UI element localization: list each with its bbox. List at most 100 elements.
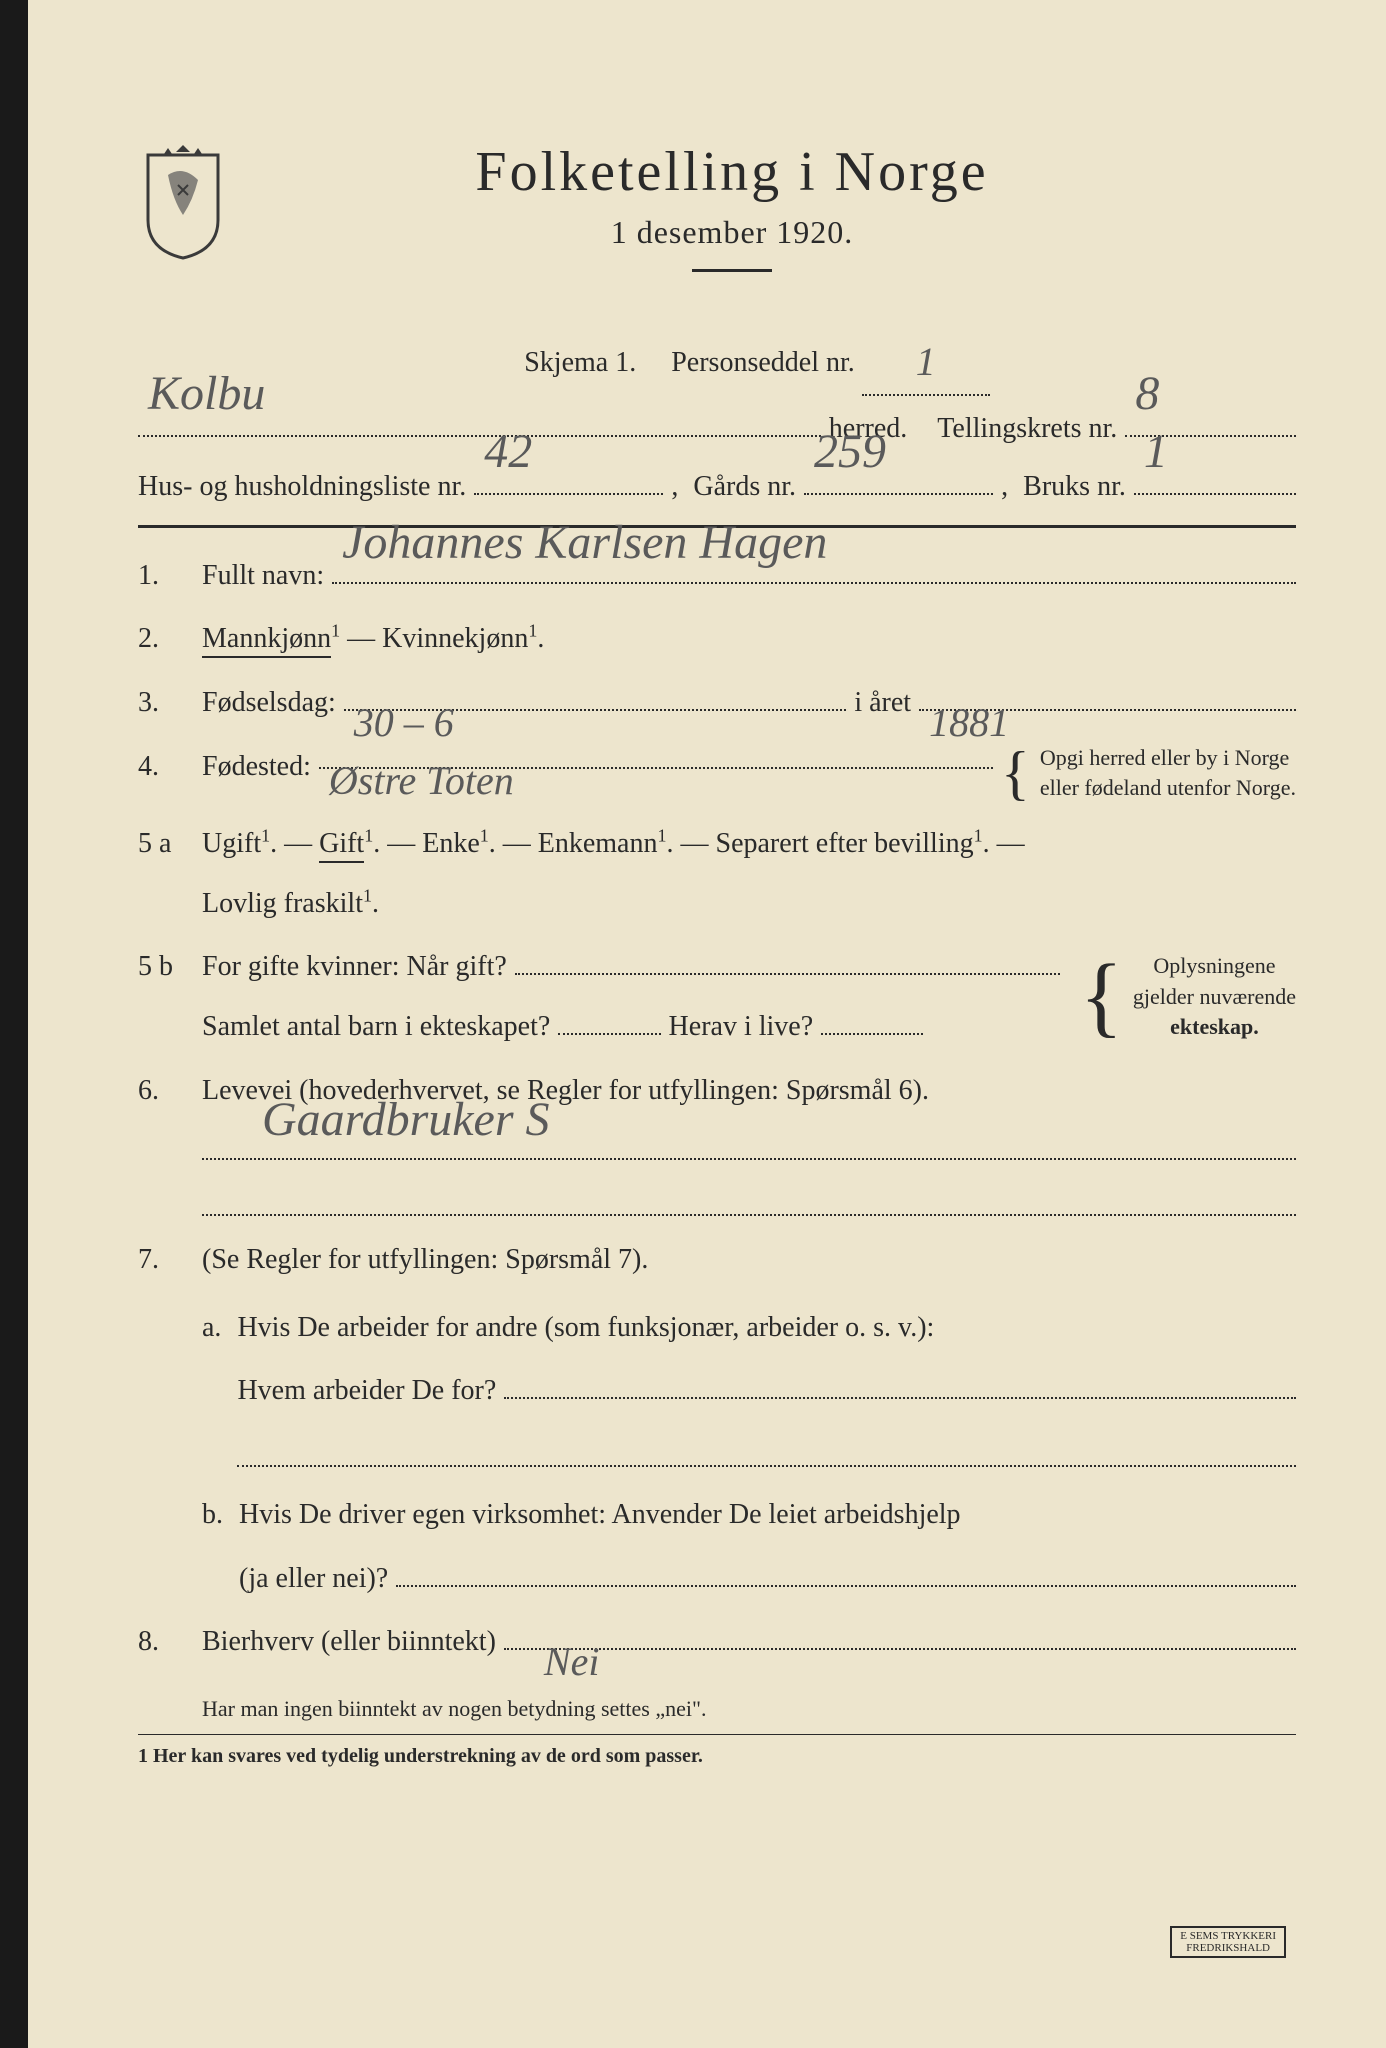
skjema-line: Skjema 1. Personseddel nr. 1	[138, 322, 1296, 396]
q3-row: 3. Fødselsdag: 30 – 6 i året 1881	[138, 679, 1296, 727]
q2-row: 2. Mannkjønn1 — Kvinnekjønn1.	[138, 615, 1296, 663]
q4-note-2: eller fødeland utenfor Norge.	[1040, 773, 1296, 804]
census-form-page: Folketelling i Norge 1 desember 1920. Sk…	[28, 0, 1386, 2048]
q5b-note-3: ekteskap.	[1133, 1012, 1296, 1043]
q7b-question: (ja eller nei)?	[239, 1555, 388, 1603]
q3-label: Fødselsdag:	[202, 679, 336, 727]
footer-note: Har man ingen biinntekt av nogen betydni…	[202, 1696, 1296, 1722]
q5b-note-2: gjelder nuværende	[1133, 982, 1296, 1013]
q1-value: Johannes Karlsen Hagen	[342, 502, 827, 584]
q6-field-2	[202, 1190, 1296, 1216]
q5b-note: Oplysningene gjelder nuværende ekteskap.	[1133, 951, 1296, 1043]
q3-year-label: i året	[854, 679, 911, 727]
q7-num: 7.	[138, 1236, 182, 1602]
printer-line-2: FREDRIKSHALD	[1180, 1942, 1276, 1954]
q3-num: 3.	[138, 679, 182, 727]
q8-num: 8.	[138, 1618, 182, 1666]
q2-sup1: 1	[331, 621, 340, 641]
q7b-text: Hvis De driver egen virksomhet: Anvender…	[239, 1491, 1296, 1539]
q2-sep: —	[340, 623, 382, 654]
header-row: Folketelling i Norge 1 desember 1920.	[138, 140, 1296, 302]
q5b-note-1: Oplysningene	[1133, 951, 1296, 982]
printer-mark: E SEMS TRYKKERI FREDRIKSHALD	[1170, 1926, 1286, 1958]
q4-num: 4.	[138, 743, 182, 805]
q8-field: Nei	[504, 1624, 1296, 1650]
hus-field: 42	[474, 469, 663, 495]
q2-num: 2.	[138, 615, 182, 663]
q7a-text: Hvis De arbeider for andre (som funksjon…	[237, 1304, 1296, 1352]
q5a-lovlig: Lovlig fraskilt	[202, 888, 363, 919]
printer-line-1: E SEMS TRYKKERI	[1180, 1930, 1276, 1942]
q7-label: (Se Regler for utfyllingen: Spørsmål 7).	[202, 1236, 1296, 1284]
q4-row: 4. Fødested: Østre Toten { Opgi herred e…	[138, 743, 1296, 805]
q2-kvinne: Kvinnekjønn	[382, 623, 528, 654]
q4-label: Fødested:	[202, 743, 311, 791]
q5b-field3	[821, 1009, 923, 1035]
q3-day-field: 30 – 6	[344, 685, 847, 711]
q5a-ugift: Ugift	[202, 828, 261, 859]
personseddel-nr-value: 1	[916, 339, 936, 384]
herred-field: Kolbu	[138, 411, 821, 437]
personseddel-label: Personseddel nr.	[671, 347, 855, 378]
hus-value: 42	[484, 409, 532, 495]
personseddel-nr-field: 1	[862, 322, 990, 396]
gards-value: 259	[814, 409, 886, 495]
skjema-label: Skjema 1.	[524, 347, 636, 378]
footnote: 1 Her kan svares ved tydelig understrekn…	[138, 1745, 1296, 1768]
q4-note: Opgi herred eller by i Norge eller fødel…	[1040, 743, 1296, 805]
q5a-enkemann: Enkemann	[538, 828, 658, 859]
q6-value: Gaardbruker S	[262, 1079, 550, 1161]
q7b-letter: b.	[202, 1491, 223, 1602]
q7-row: 7. (Se Regler for utfyllingen: Spørsmål …	[138, 1236, 1296, 1602]
q5a-row: 5 a Ugift1. — Gift1. — Enke1. — Enkemann…	[138, 820, 1296, 927]
q4-value: Østre Toten	[329, 747, 514, 769]
q5b-num: 5 b	[138, 943, 182, 1050]
main-title: Folketelling i Norge	[258, 140, 1206, 204]
tellingskrets-label: Tellingskrets nr.	[937, 404, 1117, 454]
q7a-field	[504, 1373, 1296, 1399]
q3-day-value: 30 – 6	[354, 689, 454, 711]
q7a-letter: a.	[202, 1304, 221, 1467]
herred-value: Kolbu	[148, 351, 265, 437]
q5b-label1: For gifte kvinner: Når gift?	[202, 943, 507, 991]
q3-year-value: 1881	[929, 689, 1009, 711]
q6-field: Gaardbruker S	[202, 1134, 1296, 1160]
q2-sup2: 1	[528, 621, 537, 641]
q5b-field2	[558, 1009, 660, 1035]
q4-field: Østre Toten	[319, 743, 993, 769]
q5b-label3: Herav i live?	[669, 1003, 814, 1051]
gards-field: 259	[804, 469, 993, 495]
q4-brace-icon: {	[1001, 746, 1030, 800]
norway-coat-of-arms-icon	[138, 140, 228, 260]
title-block: Folketelling i Norge 1 desember 1920.	[258, 140, 1296, 302]
q3-year-field: 1881	[919, 685, 1296, 711]
q5b-brace-icon: {	[1080, 956, 1123, 1037]
bruks-value: 1	[1144, 409, 1168, 495]
q7b-field	[396, 1561, 1296, 1587]
footnote-rule	[138, 1734, 1296, 1735]
title-divider	[692, 269, 772, 272]
q1-num: 1.	[138, 552, 182, 600]
q5a-enke: Enke	[422, 828, 480, 859]
q8-label: Bierhverv (eller biinntekt)	[202, 1618, 496, 1666]
q4-note-1: Opgi herred eller by i Norge	[1040, 743, 1296, 774]
q2-mann: Mannkjønn	[202, 623, 331, 658]
q5a-gift: Gift	[319, 828, 364, 863]
q1-label: Fullt navn:	[202, 552, 324, 600]
scan-binding-edge	[0, 0, 28, 2048]
bruks-field: 1	[1134, 469, 1296, 495]
subtitle: 1 desember 1920.	[258, 214, 1206, 251]
q5b-row: 5 b For gifte kvinner: Når gift? Samlet …	[138, 943, 1296, 1050]
q6-num: 6.	[138, 1067, 182, 1217]
q5a-separert: Separert efter bevilling	[716, 828, 974, 859]
q7a-field-2	[237, 1441, 1296, 1467]
q5a-num: 5 a	[138, 820, 182, 927]
q5b-field1	[515, 949, 1060, 975]
q5b-label2: Samlet antal barn i ekteskapet?	[202, 1003, 550, 1051]
q1-field: Johannes Karlsen Hagen	[332, 558, 1296, 584]
bruks-label: Bruks nr.	[1023, 462, 1126, 512]
q7a-question: Hvem arbeider De for?	[237, 1367, 496, 1415]
q8-row: 8. Bierhverv (eller biinntekt) Nei	[138, 1618, 1296, 1666]
herred-line: Kolbu herred. Tellingskrets nr. 8	[138, 404, 1296, 454]
q6-row: 6. Levevei (hovederhvervet, se Regler fo…	[138, 1067, 1296, 1217]
